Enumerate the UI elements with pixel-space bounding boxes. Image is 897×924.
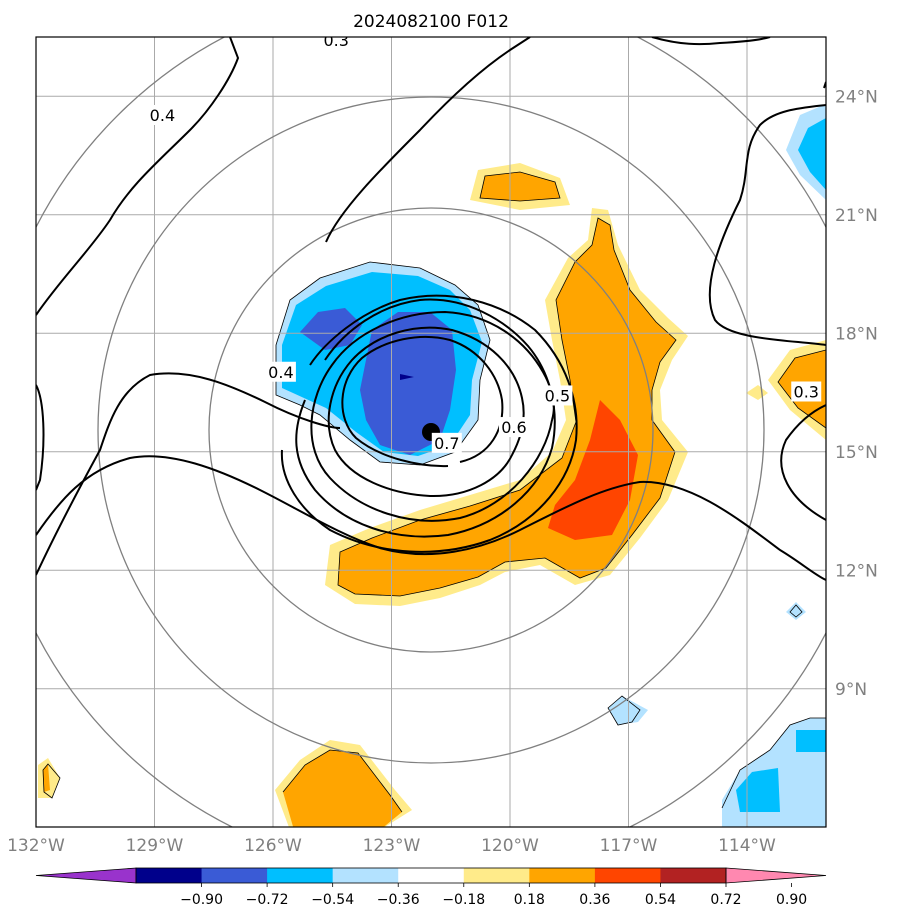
colorbar-tick-label: 0.36 xyxy=(579,892,610,908)
x-axis-tick-labels: 132°W 129°W 126°W 123°W 120°W 117°W 114°W xyxy=(7,836,776,856)
contour-label-text: 0.5 xyxy=(545,386,570,405)
contour-label: 0.4 xyxy=(147,105,178,125)
fill-negative xyxy=(300,308,362,350)
range-ring xyxy=(208,207,654,653)
contour-0.3-east xyxy=(708,104,826,346)
contour-0.3-top xyxy=(651,37,771,46)
fill-negative xyxy=(360,312,456,455)
y-axis-tick-labels: 9°N 12°N 15°N 18°N 21°N 24°N xyxy=(835,87,878,700)
x-tick-label: 123°W xyxy=(363,836,421,856)
colorbar-tick-label: 0.90 xyxy=(776,892,807,908)
contour-labels: 0.3 0.4 0.4 0.5 0.6 0.7 0.3 xyxy=(147,31,822,453)
colorbar-segment xyxy=(332,868,399,883)
colorbar-outline xyxy=(135,867,727,884)
fill-negative xyxy=(786,602,806,620)
colorbar-extend-high xyxy=(725,867,827,884)
contour-label: 0.5 xyxy=(542,385,573,406)
contour-0.45 xyxy=(295,298,556,538)
contour-0.3-north xyxy=(325,37,531,243)
x-tick-label: 117°W xyxy=(600,836,658,856)
gridlines xyxy=(36,37,826,827)
contour-label-text: 0.3 xyxy=(794,383,819,402)
x-tick-label: 114°W xyxy=(718,836,776,856)
contour-0.35 xyxy=(36,372,341,576)
contour-label-text: 0.3 xyxy=(323,31,348,50)
contour-0.7 xyxy=(341,335,504,468)
colorbar-segment xyxy=(660,868,727,883)
map-frame xyxy=(35,36,827,828)
y-tick-label: 9°N xyxy=(835,680,867,700)
y-tick-label: 21°N xyxy=(835,206,878,226)
colorbar-tick-label: 0.54 xyxy=(645,892,676,908)
colorbar-tick-label: 0.18 xyxy=(514,892,545,908)
contour-label: 0.6 xyxy=(498,417,529,438)
x-tick-label: 120°W xyxy=(481,836,539,856)
contour-0.4-inner xyxy=(280,294,578,553)
contour-0.4 xyxy=(36,455,826,581)
colorbar-extend-low xyxy=(35,867,137,884)
contour-0.5 xyxy=(310,310,555,522)
colorbar-tick-label: −0.72 xyxy=(246,892,289,908)
contour-0.6 xyxy=(327,326,525,498)
contour-label-text: 0.6 xyxy=(501,418,526,437)
colorbar-tick-label: −0.90 xyxy=(180,892,223,908)
y-tick-label: 12°N xyxy=(835,561,878,581)
colorbar-segment xyxy=(201,868,268,883)
y-tick-label: 18°N xyxy=(835,324,878,344)
contour-label: 0.7 xyxy=(431,432,462,453)
y-tick-label: 15°N xyxy=(835,443,878,463)
fill-positive xyxy=(480,172,560,201)
contour-label-text: 0.4 xyxy=(150,106,175,125)
contour-label: 0.3 xyxy=(791,381,822,402)
x-tick-label: 126°W xyxy=(244,836,302,856)
colorbar-tick-label: 0.72 xyxy=(710,892,741,908)
fill-negative xyxy=(400,374,414,380)
colorbar: −0.90 −0.72 −0.54 −0.36 −0.18 0.18 0.36 0.54 0.7… xyxy=(35,867,827,908)
colorbar-tick-label: −0.18 xyxy=(442,892,485,908)
colorbar-tick-label: −0.54 xyxy=(311,892,354,908)
contour-label-text: 0.7 xyxy=(434,434,459,453)
colorbar-segment xyxy=(136,868,203,883)
contour-label-text: 0.4 xyxy=(268,363,293,382)
x-tick-label: 132°W xyxy=(7,836,65,856)
colorbar-segment xyxy=(463,868,530,883)
fill-positive xyxy=(283,750,402,827)
colorbar-segment xyxy=(267,868,334,883)
range-ring xyxy=(97,96,765,764)
x-tick-label: 129°W xyxy=(126,836,184,856)
colorbar-segment xyxy=(529,868,596,883)
fill-negative xyxy=(796,730,826,752)
y-tick-label: 24°N xyxy=(835,87,878,107)
fill-negative xyxy=(798,118,826,190)
contour-label: 0.3 xyxy=(321,31,352,50)
contour-0.4-north xyxy=(36,37,240,316)
fill-positive xyxy=(43,764,50,792)
colorbar-segment xyxy=(398,868,465,883)
contour-lines xyxy=(36,37,826,581)
colorbar-segment xyxy=(594,868,661,883)
contour-0.3-east-lower xyxy=(780,404,826,521)
chart-title: 2024082100 F012 xyxy=(353,12,509,32)
contour-west xyxy=(36,384,45,491)
colorbar-tick-label: −0.36 xyxy=(377,892,420,908)
contour-label: 0.4 xyxy=(265,361,296,382)
range-rings xyxy=(36,37,826,827)
